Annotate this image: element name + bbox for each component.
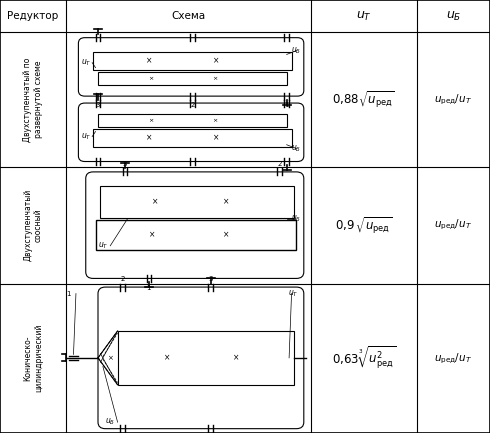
Text: $u_{\rm рeд}/u_T$: $u_{\rm рeд}/u_T$ — [434, 218, 472, 233]
Text: ×: × — [233, 353, 239, 362]
Bar — [96, 220, 296, 250]
Text: $u_Б$: $u_Б$ — [445, 10, 461, 23]
Text: $0{,}88\sqrt{u_{\rm рeд}}$: $0{,}88\sqrt{u_{\rm рeд}}$ — [332, 89, 395, 110]
Bar — [93, 52, 292, 70]
Text: 1: 1 — [147, 285, 151, 291]
Text: $u_{\rm рeд}/u_T$: $u_{\rm рeд}/u_T$ — [434, 351, 472, 365]
Text: ×: × — [213, 134, 220, 142]
Text: ×: × — [213, 57, 220, 65]
Text: ×: × — [107, 355, 113, 361]
FancyBboxPatch shape — [78, 38, 304, 96]
FancyBboxPatch shape — [98, 287, 304, 429]
Text: $u_T$: $u_T$ — [356, 10, 372, 23]
Bar — [98, 114, 287, 127]
Text: Коническо-
цилиндрический: Коническо- цилиндрический — [24, 324, 43, 392]
Text: ×: × — [212, 118, 218, 123]
Text: 2: 2 — [190, 102, 195, 108]
Text: Схема: Схема — [172, 11, 206, 21]
Bar — [118, 331, 294, 385]
Text: ×: × — [146, 134, 152, 142]
Text: Редуктор: Редуктор — [7, 11, 59, 21]
Bar — [100, 186, 294, 218]
FancyBboxPatch shape — [78, 103, 304, 162]
Text: 1: 1 — [284, 102, 289, 108]
Text: $0{,}9\,\sqrt{u_{\rm рeд}}$: $0{,}9\,\sqrt{u_{\rm рeд}}$ — [335, 215, 392, 236]
Text: ×: × — [223, 231, 229, 240]
Text: $u_{\rm рeд}/u_T$: $u_{\rm рeд}/u_T$ — [434, 92, 472, 107]
Text: 3: 3 — [96, 102, 100, 108]
Text: $u_T$: $u_T$ — [81, 131, 91, 142]
Text: 1: 1 — [66, 291, 71, 297]
Text: ×: × — [148, 118, 153, 123]
Text: $u_Б$: $u_Б$ — [291, 214, 301, 224]
Text: 2: 2 — [277, 161, 281, 167]
Text: $u_T$: $u_T$ — [81, 57, 91, 68]
Text: ×: × — [151, 197, 158, 206]
Text: ×: × — [148, 76, 153, 81]
Text: ×: × — [164, 353, 170, 362]
Text: Двухступенчатый
соосный: Двухступенчатый соосный — [24, 189, 43, 261]
Text: $u_Б$: $u_Б$ — [105, 417, 116, 427]
Text: 3: 3 — [122, 161, 127, 167]
Text: $u_Б$: $u_Б$ — [291, 143, 301, 154]
Text: $u_T$: $u_T$ — [98, 241, 108, 251]
Text: ×: × — [148, 231, 155, 240]
Text: Двухступенчатый по
развернутой схеме: Двухступенчатый по развернутой схеме — [24, 58, 43, 142]
Text: $u_Б$: $u_Б$ — [291, 45, 301, 56]
Text: ×: × — [212, 76, 218, 81]
Text: ×: × — [146, 57, 152, 65]
Text: 2: 2 — [121, 276, 124, 282]
Bar — [93, 129, 292, 147]
FancyBboxPatch shape — [86, 172, 304, 278]
Bar — [98, 72, 287, 85]
Text: 3: 3 — [208, 276, 213, 282]
Text: $0{,}63\sqrt[3]{u^2_{\rm рeд}}$: $0{,}63\sqrt[3]{u^2_{\rm рeд}}$ — [332, 345, 396, 372]
Text: $u_T$: $u_T$ — [289, 288, 299, 299]
Text: ×: × — [223, 197, 229, 206]
